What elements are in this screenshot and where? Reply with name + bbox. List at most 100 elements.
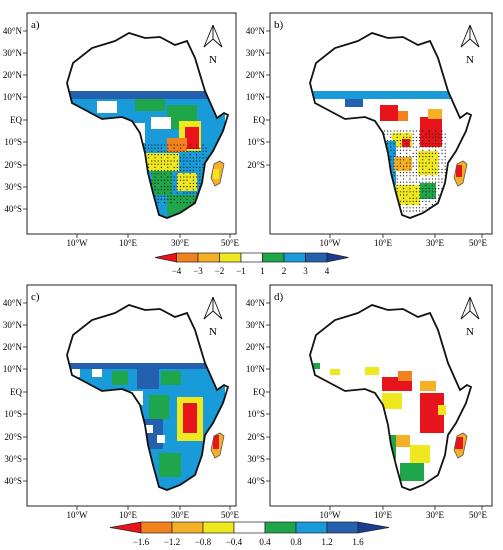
colorbar-label: −0.4	[226, 537, 243, 547]
stipple-dot	[192, 176, 194, 178]
stipple-dot	[409, 146, 411, 148]
stipple-dot	[183, 144, 185, 146]
lat-label: 20°S	[4, 160, 22, 170]
stipple-dot	[157, 160, 159, 162]
lon-labels: 10°W 10°E 30°E 50°E	[319, 238, 487, 248]
stipple-dot	[173, 144, 175, 146]
lon-label: 50°E	[221, 510, 240, 520]
stipple-dot	[444, 168, 446, 170]
stipple-dot	[196, 150, 198, 152]
stipple-dot	[435, 172, 437, 174]
stipple-dot	[199, 160, 201, 162]
lat-label: 10°S	[4, 409, 22, 419]
stipple-dot	[160, 147, 162, 149]
stipple-dot	[428, 143, 430, 145]
stipple-dot	[393, 159, 395, 161]
stipple-dot	[422, 159, 424, 161]
stipple-dot	[412, 152, 414, 154]
stipple-dot	[202, 157, 204, 159]
map-panel-b: b) N 40°N 30°N 20°N 10°N EQ 10°S 20°S 10…	[246, 12, 493, 248]
stipple-dot	[180, 150, 182, 152]
stipple-dot	[390, 130, 392, 132]
stipple-dot	[441, 143, 443, 145]
stipple-dot	[176, 189, 178, 191]
stipple-dot	[189, 144, 191, 146]
stipple-dot	[428, 168, 430, 170]
colorbar-cell	[176, 252, 199, 263]
stipple-dot	[428, 200, 430, 202]
lon-labels: 10°W 10°E 30°E 50°E	[66, 510, 239, 520]
stipple-dot	[196, 157, 198, 159]
stipple-dot	[154, 186, 156, 188]
stipple-dot	[431, 143, 433, 145]
stipple-dot	[419, 175, 421, 177]
stipple-dot	[441, 181, 443, 183]
stipple-dot	[431, 165, 433, 167]
stipple-dot	[170, 195, 172, 197]
stipple-dot	[435, 133, 437, 135]
stipple-dot	[176, 179, 178, 181]
stipple-dot	[425, 165, 427, 167]
stipple-dot	[422, 200, 424, 202]
stipple-dot	[412, 207, 414, 209]
colorbar-cell	[202, 521, 235, 534]
stipple-dot	[438, 162, 440, 164]
colorbar-label: 2	[282, 266, 287, 276]
lat-label: 20°S	[4, 432, 22, 442]
north-label: N	[466, 54, 474, 66]
stipple-dot	[160, 154, 162, 156]
stipple-dot	[422, 156, 424, 158]
stipple-dot	[154, 154, 156, 156]
lat-label: 40°N	[3, 26, 23, 36]
stipple-dot	[412, 165, 414, 167]
stipple-dot	[406, 140, 408, 142]
stipple-dot	[415, 159, 417, 161]
stipple-dot	[396, 184, 398, 186]
panel-label: b)	[274, 19, 284, 31]
lat-label: 30°N	[3, 320, 23, 330]
stipple-dot	[422, 181, 424, 183]
colorbar-cell	[240, 252, 263, 263]
stipple-dot	[438, 168, 440, 170]
stipple-dot	[441, 162, 443, 164]
stipple-dot	[412, 194, 414, 196]
stipple-dot	[199, 166, 201, 168]
stipple-dot	[412, 156, 414, 158]
lon-label: 50°E	[469, 238, 488, 248]
stipple-dot	[183, 202, 185, 204]
stipple-dot	[428, 181, 430, 183]
stipple-dot	[403, 188, 405, 190]
stipple-dot	[199, 150, 201, 152]
stipple-dot	[387, 143, 389, 145]
stipple-dot	[170, 186, 172, 188]
lat-label: 20°S	[247, 160, 265, 170]
stipple-dot	[406, 200, 408, 202]
stipple-dot	[422, 172, 424, 174]
stipple-dot	[170, 202, 172, 204]
stipple-dot	[412, 200, 414, 202]
stipple-dot	[199, 170, 201, 172]
stipple-dot	[192, 182, 194, 184]
stipple-dot	[425, 188, 427, 190]
stipple-dot	[176, 154, 178, 156]
stipple-dot	[170, 192, 172, 194]
colorbar-label: −4	[172, 266, 182, 276]
lat-label: 10°S	[247, 409, 265, 419]
stipple-dot	[412, 175, 414, 177]
stipple-dot	[409, 184, 411, 186]
stipple-dot	[393, 172, 395, 174]
stipple-dot	[412, 191, 414, 193]
stipple-dot	[415, 175, 417, 177]
panel-label: d)	[274, 291, 284, 303]
stipple-dot	[415, 162, 417, 164]
stipple-dot	[412, 143, 414, 145]
stipple-dot	[396, 146, 398, 148]
colorbar-label: 0.8	[290, 537, 302, 547]
stipple-dot	[419, 200, 421, 202]
stipple-dot	[167, 189, 169, 191]
stipple-dot	[431, 156, 433, 158]
stipple-dot	[425, 207, 427, 209]
stipple-dot	[409, 140, 411, 142]
stipple-dot	[399, 143, 401, 145]
stipple-dot	[180, 160, 182, 162]
